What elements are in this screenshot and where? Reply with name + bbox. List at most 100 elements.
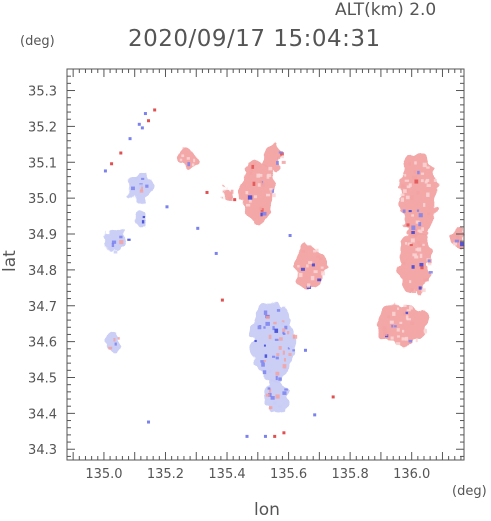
echo-speckle	[281, 156, 284, 159]
echo-speckle	[282, 391, 287, 395]
echo-speckle	[268, 392, 272, 397]
echo-speckle	[401, 183, 405, 188]
echo-speckle	[420, 266, 424, 270]
echo-speckle	[317, 278, 322, 282]
echo-speckle	[382, 326, 387, 331]
echo-speckle	[272, 193, 276, 198]
stray-echo-pixel	[214, 251, 218, 255]
echo-speckle	[413, 170, 417, 174]
echo-speckle	[228, 197, 233, 201]
stray-echo-pixel	[128, 137, 132, 141]
echo-speckle	[408, 210, 412, 213]
echo-speckle	[264, 354, 268, 358]
echo-speckle	[275, 371, 280, 376]
echo-speckle	[418, 243, 422, 247]
echo-speckle	[181, 154, 185, 158]
stray-echo-pixel	[233, 198, 237, 202]
y-tick-label: 34.7	[28, 300, 57, 315]
echo-speckle	[415, 220, 420, 224]
echo-speckle	[408, 339, 413, 343]
echo-speckle	[262, 370, 267, 375]
echo-speckle	[394, 325, 397, 328]
echo-speckle	[277, 156, 281, 160]
echo-speckle	[261, 362, 265, 367]
stray-echo-pixel	[110, 162, 114, 166]
echo-speckle	[145, 184, 149, 188]
y-tick-label: 34.6	[28, 336, 57, 351]
echo-speckle	[316, 248, 319, 253]
echo-speckle	[267, 173, 272, 178]
echo-speckle	[269, 188, 273, 191]
y-tick-label: 35.0	[28, 192, 57, 207]
echo-speckle	[406, 309, 411, 312]
echo-speckle	[273, 401, 277, 405]
echo-speckle	[262, 211, 267, 216]
stray-echo-pixel	[245, 434, 249, 438]
echo-speckle	[276, 161, 279, 165]
echo-speckle	[141, 177, 145, 180]
echo-speckle	[288, 345, 293, 349]
echo-speckle	[310, 275, 315, 281]
x-tick-label: 135.8	[332, 467, 369, 482]
echo-speckle	[274, 328, 279, 333]
echo-speckle	[455, 234, 460, 239]
echo-speckle	[274, 338, 279, 341]
echo-speckle	[396, 328, 400, 332]
echo-speckle	[265, 321, 270, 326]
echo-speckle	[111, 240, 117, 244]
echo-speckle	[257, 183, 262, 187]
echo-speckle	[411, 214, 415, 217]
altitude-label: ALT(km) 2.0	[335, 0, 437, 20]
speckle-layer	[103, 108, 464, 438]
echo-speckle	[257, 325, 262, 330]
echo-speckle	[260, 360, 265, 363]
echo-speckle	[193, 158, 196, 163]
echo-speckle	[415, 248, 418, 251]
x-tick-label: 135.4	[208, 467, 245, 482]
echo-speckle	[251, 164, 255, 169]
echo-speckle	[402, 209, 406, 213]
echo-speckle	[276, 309, 281, 312]
echo-speckle	[255, 323, 259, 326]
echo-center-north-top	[263, 144, 283, 174]
echo-speckle	[278, 151, 283, 154]
echo-speckle	[245, 203, 251, 207]
echo-speckle	[259, 173, 263, 177]
echo-speckle	[263, 344, 266, 347]
echo-speckle	[419, 262, 424, 267]
echo-speckle	[408, 183, 412, 187]
echo-center-north	[242, 158, 274, 224]
echo-speckle	[284, 388, 288, 391]
echo-speckle	[271, 189, 275, 193]
echo-speckle	[265, 393, 270, 397]
y-tick-label: 34.5	[28, 371, 57, 386]
echo-speckle	[279, 337, 283, 341]
echo-speckle	[418, 286, 422, 290]
echo-speckle	[278, 405, 282, 408]
echo-speckle	[113, 337, 116, 342]
y-tick-label: 35.3	[28, 85, 57, 100]
echo-speckle	[275, 394, 280, 399]
x-tick-label: 136.0	[393, 467, 430, 482]
echo-east-cluster-south	[377, 302, 428, 346]
y-tick-label: 34.4	[28, 407, 57, 422]
echo-speckle	[119, 235, 123, 239]
echo-speckle	[396, 335, 400, 338]
echo-speckle	[292, 334, 295, 339]
echo-speckle	[292, 334, 298, 339]
echo-speckle	[416, 191, 420, 195]
echo-speckle	[418, 213, 423, 218]
echo-speckle	[416, 209, 420, 212]
echo-speckle	[414, 161, 417, 165]
echo-speckle	[313, 249, 317, 253]
echo-speckle	[402, 262, 406, 265]
echo-speckle	[282, 364, 287, 369]
stray-echo-pixel	[282, 431, 286, 435]
echo-speckle	[263, 310, 268, 315]
echo-speckle	[426, 166, 430, 169]
x-axis-unit: (deg)	[452, 484, 487, 499]
echo-speckle	[113, 250, 118, 254]
echo-speckle	[253, 162, 257, 166]
echo-speckle	[265, 315, 270, 320]
echo-speckle	[420, 172, 425, 175]
